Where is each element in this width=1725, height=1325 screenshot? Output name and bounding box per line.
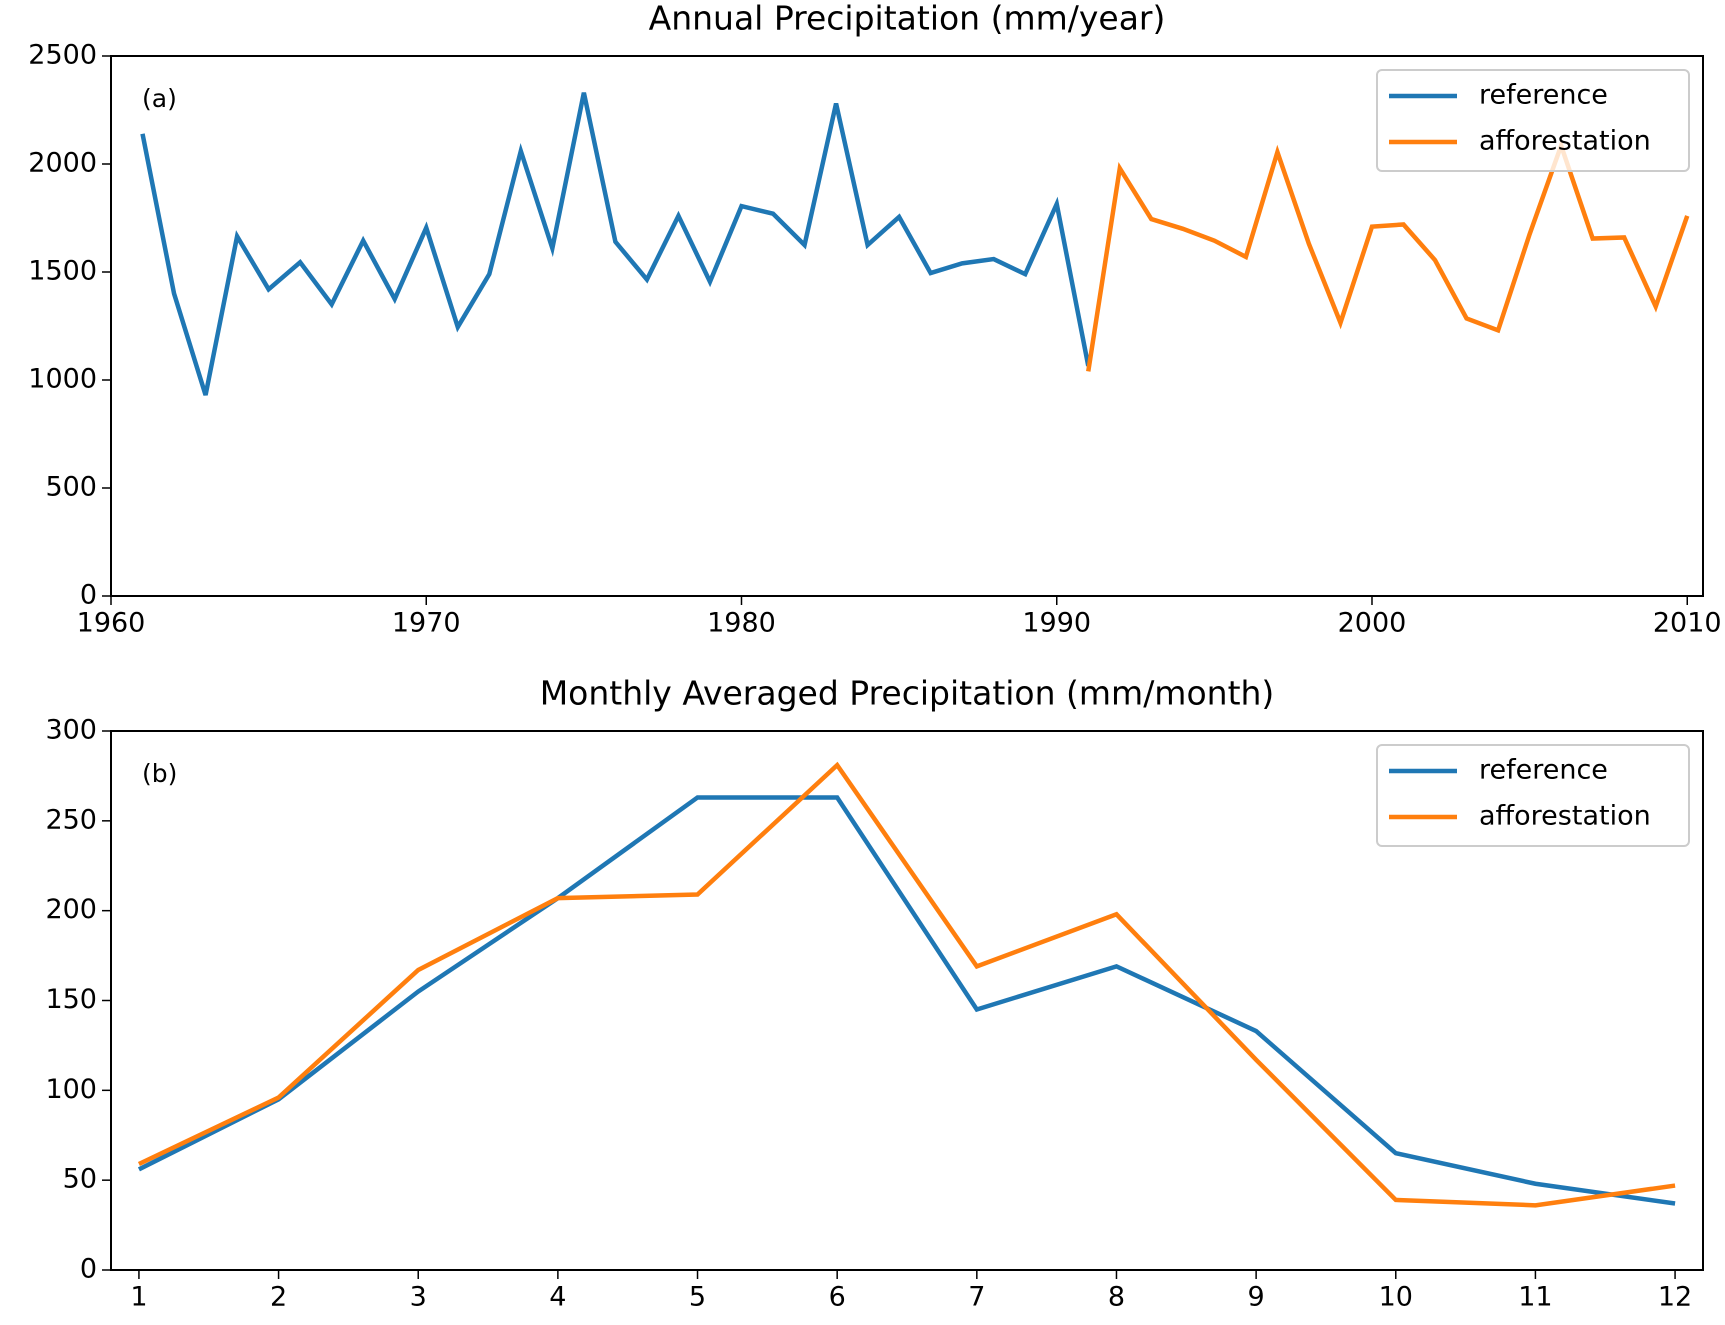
annotation: (b) xyxy=(142,759,177,788)
x-tick-label: 6 xyxy=(829,1282,846,1313)
x-tick-label: 4 xyxy=(549,1282,566,1313)
y-tick-label: 2000 xyxy=(28,148,97,179)
x-tick-label: 1990 xyxy=(1022,608,1091,639)
y-tick-label: 0 xyxy=(80,1254,97,1285)
plot-frame xyxy=(110,730,1704,1271)
x-tick-label: 12 xyxy=(1658,1282,1692,1313)
series-line xyxy=(1086,138,1690,372)
x-tick-label: 7 xyxy=(968,1282,985,1313)
x-tick-label: 1970 xyxy=(392,608,461,639)
x-tick-label: 1 xyxy=(130,1282,147,1313)
y-tick-label: 1000 xyxy=(28,364,97,395)
series-line xyxy=(137,761,1676,1208)
chart-title: Monthly Averaged Precipitation (mm/month… xyxy=(540,674,1275,713)
chart-title: Annual Precipitation (mm/year) xyxy=(649,0,1166,38)
x-tick-label: 1960 xyxy=(77,608,146,639)
x-tick-label: 2010 xyxy=(1653,608,1722,639)
x-tick-label: 11 xyxy=(1518,1282,1552,1313)
plot-frame xyxy=(110,55,1704,597)
legend-label: afforestation xyxy=(1479,126,1651,157)
x-tick-label: 8 xyxy=(1108,1282,1125,1313)
y-tick-label: 50 xyxy=(63,1164,97,1195)
legend-label: afforestation xyxy=(1479,801,1651,832)
x-tick-label: 5 xyxy=(689,1282,706,1313)
x-tick-label: 2 xyxy=(270,1282,287,1313)
legend-label: reference xyxy=(1479,80,1608,111)
y-tick-label: 500 xyxy=(45,472,97,503)
y-tick-label: 300 xyxy=(45,715,97,746)
series-line xyxy=(137,795,1676,1206)
x-tick-label: 10 xyxy=(1379,1282,1413,1313)
y-tick-label: 1500 xyxy=(28,256,97,287)
legend-label: reference xyxy=(1479,755,1608,786)
x-tick-label: 2000 xyxy=(1338,608,1407,639)
y-tick-label: 200 xyxy=(45,894,97,925)
series-line xyxy=(140,92,1091,396)
x-tick-label: 1980 xyxy=(707,608,776,639)
x-tick-label: 9 xyxy=(1248,1282,1265,1313)
annotation: (a) xyxy=(142,84,177,113)
y-tick-label: 250 xyxy=(45,804,97,835)
y-tick-label: 150 xyxy=(45,984,97,1015)
x-tick-label: 3 xyxy=(410,1282,427,1313)
y-tick-label: 100 xyxy=(45,1074,97,1105)
y-tick-label: 2500 xyxy=(28,40,97,71)
y-tick-label: 0 xyxy=(80,580,97,611)
